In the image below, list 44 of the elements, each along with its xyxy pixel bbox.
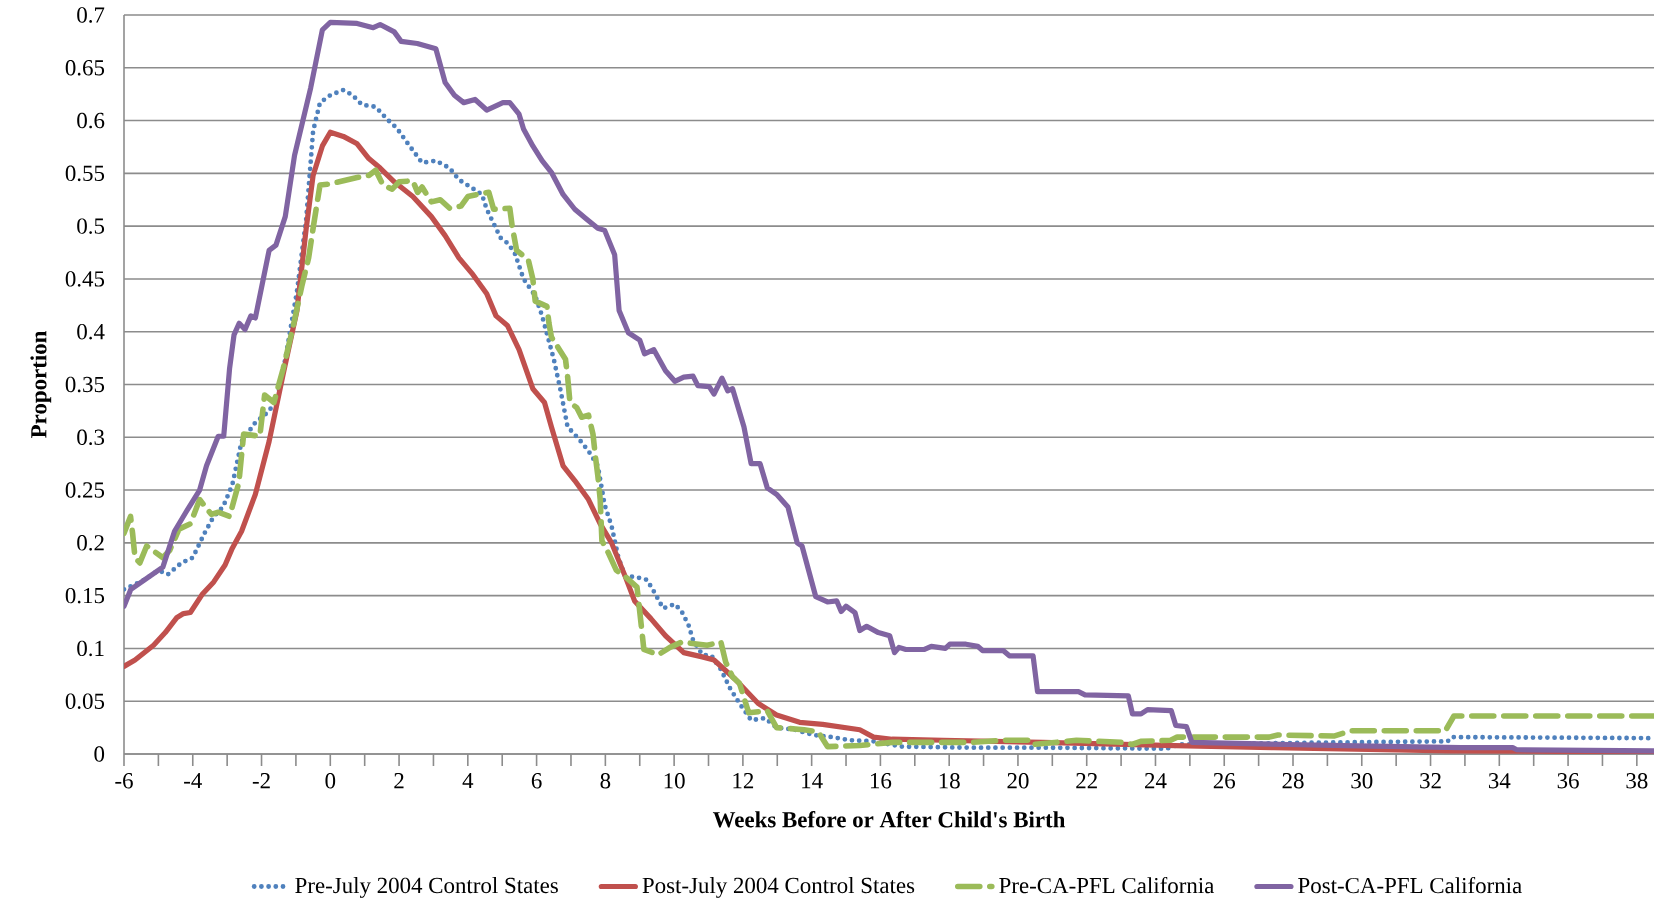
x-tick-label: 36 xyxy=(1557,773,1579,789)
y-axis-title: Proportion xyxy=(30,330,52,438)
y-tick-label: 0.5 xyxy=(77,218,105,234)
y-tick-label: 0.05 xyxy=(65,693,105,709)
y-tick-label: 0.2 xyxy=(77,535,104,551)
x-tick-label: 34 xyxy=(1488,773,1511,789)
x-tick-label: 28 xyxy=(1282,773,1304,789)
y-tick-label: 0.65 xyxy=(65,60,105,76)
y-tick-label: 0.4 xyxy=(77,323,105,340)
x-tick-label: 38 xyxy=(1626,773,1648,789)
x-tick-label: 26 xyxy=(1213,773,1236,789)
x-tick-label: 10 xyxy=(664,773,685,789)
x-tick-label: -6 xyxy=(115,773,133,789)
x-tick-label: 22 xyxy=(1076,773,1097,789)
x-tick-label: 6 xyxy=(531,773,542,789)
x-tick-label: 12 xyxy=(733,773,754,789)
x-tick-label: 20 xyxy=(1007,773,1029,789)
x-tick-label: 30 xyxy=(1351,773,1373,789)
y-tick-label: 0.15 xyxy=(65,587,105,604)
x-tick-label: -2 xyxy=(252,773,270,789)
y-tick-label: 0 xyxy=(94,746,105,762)
legend-label: Pre-CA-PFL California xyxy=(999,876,1215,894)
x-tick-label: 18 xyxy=(939,773,960,789)
x-tick-label: 16 xyxy=(870,773,892,789)
y-tick-label: 0.1 xyxy=(77,640,104,657)
y-tick-label: 0.6 xyxy=(77,112,105,129)
y-tick-label: 0.25 xyxy=(65,482,105,498)
x-axis-title: Weeks Before or After Child's Birth xyxy=(712,811,1066,828)
x-tick-label: 2 xyxy=(394,773,404,789)
x-tick-label: -4 xyxy=(184,773,202,789)
legend-label: Post-CA-PFL California xyxy=(1298,876,1522,894)
y-tick-label: 0.35 xyxy=(65,376,105,393)
y-tick-label: 0.55 xyxy=(65,165,105,182)
y-tick-label: 0.45 xyxy=(65,271,105,287)
x-tick-label: 32 xyxy=(1420,773,1441,789)
x-tick-label: 24 xyxy=(1145,773,1167,789)
x-tick-label: 8 xyxy=(600,773,611,789)
legend-label: Pre-July 2004 Control States xyxy=(295,877,558,898)
legend-label: Post-July 2004 Control States xyxy=(642,877,915,898)
y-tick-label: 0.3 xyxy=(77,429,105,446)
x-tick-label: 0 xyxy=(325,773,336,789)
x-tick-label: 14 xyxy=(802,773,823,789)
x-tick-label: 4 xyxy=(462,773,474,789)
y-tick-label: 0.7 xyxy=(77,7,105,23)
